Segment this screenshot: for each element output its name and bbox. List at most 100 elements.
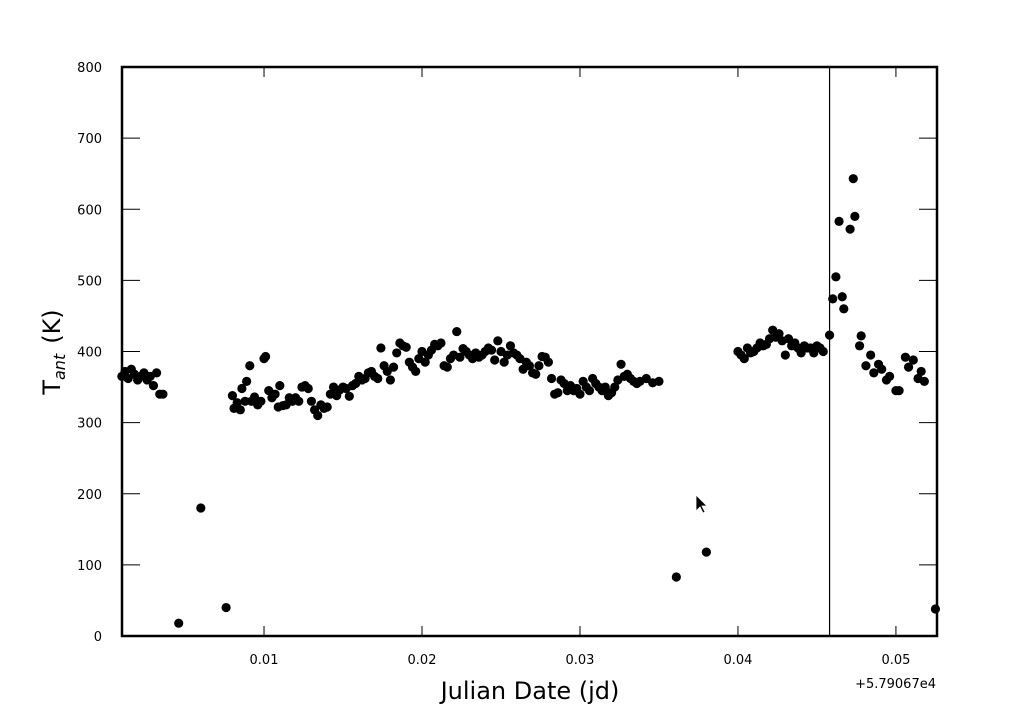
data-point [256,396,266,406]
data-point [442,362,452,372]
data-point [232,398,242,408]
data-point [534,361,544,371]
x-tick-label: 0.03 [565,653,594,668]
x-tick-label: 0.05 [881,653,910,668]
data-point [553,388,563,398]
data-point [903,362,914,372]
mouse-cursor [695,494,708,514]
x-tick-label: 0.01 [250,653,279,668]
data-point [306,396,317,406]
data-point [584,386,595,396]
data-point [916,366,926,377]
y-tick-label: 300 [77,417,102,432]
data-point [885,371,895,381]
data-point [850,211,860,221]
data-point [919,376,929,386]
plot-area: 0 100 200 300 400 500 600 700 800 0.01 0.02 0.03 0.0… [77,61,941,668]
data-point [616,359,626,369]
data-point [654,376,664,386]
data-point [531,369,541,379]
data-point [809,348,819,358]
data-point [894,386,904,396]
data-point [294,396,304,406]
y-tick-label: 800 [77,61,102,76]
data-point [322,402,332,412]
data-point [242,376,252,386]
data-point [436,338,446,348]
data-point [854,341,865,351]
x-tick-label: 0.04 [723,653,752,668]
data-point [270,389,280,399]
data-point [227,390,238,401]
data-point [499,357,509,367]
y-label-symbol: T [38,380,66,396]
data-point [780,350,790,360]
data-point [866,350,876,360]
data-point [856,331,866,341]
data-point [600,382,610,392]
y-tick-label: 0 [94,630,102,645]
data-point [385,375,396,385]
data-point [671,572,681,582]
data-point [877,364,887,374]
data-point [837,292,847,302]
data-point [240,396,250,406]
data-point [845,224,855,234]
data-point [245,361,255,371]
y-tick-label: 500 [77,274,102,289]
data-point [900,352,911,362]
data-point [376,343,386,353]
x-offset-label: +5.79067e4 [855,677,936,692]
data-point [388,362,399,372]
plot-frame [120,65,939,638]
data-point [420,357,430,367]
data-point [831,272,841,282]
data-point [701,547,711,557]
data-point [275,381,285,391]
data-point [174,618,184,628]
data-point [344,391,354,401]
data-point [411,366,421,377]
data-point [235,405,245,415]
data-point [908,355,918,365]
data-point [543,357,553,367]
data-point [818,346,828,357]
data-point [221,602,231,613]
data-point [148,381,159,391]
y-tick-label: 200 [77,488,102,503]
data-point [505,341,516,351]
data-point [824,330,835,340]
data-point [313,410,323,421]
data-point [392,348,402,358]
y-tick-label: 700 [77,132,102,147]
data-point [610,382,620,392]
y-tick-label: 600 [77,203,102,218]
data-point [303,383,313,394]
data-point [575,389,585,399]
y-tick-label: 100 [77,559,102,574]
y-tick-label: 400 [77,346,102,361]
data-point [373,373,383,384]
data-point [546,373,557,384]
data-point [486,345,497,355]
data-point [930,604,941,614]
data-point [774,329,784,339]
data-point [158,389,168,399]
data-point [524,361,535,371]
data-point [455,352,465,362]
data-point [869,368,879,378]
data-point [839,304,849,314]
y-label-subscript: ant [50,353,69,380]
y-label-unit: (K) [38,309,66,343]
y-axis-label: Tant (K) [38,309,69,395]
data-point [452,326,462,337]
data-point [196,503,206,513]
x-axis-label: Julian Date (jd) [439,677,620,705]
data-point [828,294,838,304]
data-point [237,383,247,394]
data-point [490,355,500,365]
data-point [261,351,271,362]
x-tick-label: 0.02 [408,653,437,668]
